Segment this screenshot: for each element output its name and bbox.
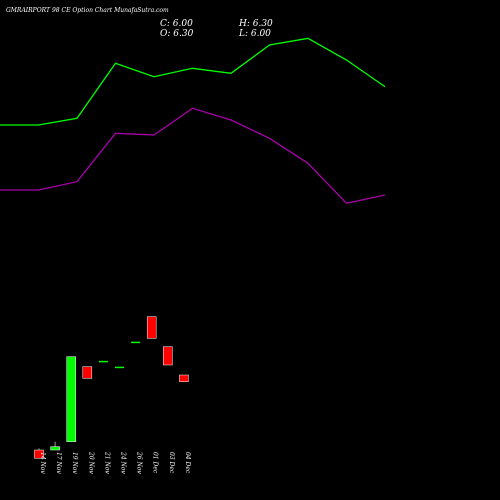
date-tick-label: 20 Nov	[87, 451, 94, 474]
indicator-line-1	[0, 37, 386, 126]
candle-body	[115, 366, 124, 369]
indicator-line-2	[0, 107, 386, 205]
date-tick-label: 24 Nov	[120, 451, 127, 474]
date-tick-label: 04 Dec	[184, 452, 191, 474]
open-value: O: 6.30	[160, 29, 194, 39]
candle-body	[131, 341, 141, 344]
close-value: C: 6.00	[160, 19, 193, 29]
candle-body	[179, 374, 189, 382]
date-tick-label: 14 Nov	[39, 452, 46, 474]
date-tick-label: 19 Nov	[71, 452, 78, 474]
date-tick-label: 26 Nov	[136, 451, 143, 474]
date-tick-label: 03 Dec	[168, 452, 175, 474]
candle-body	[146, 316, 157, 339]
low-value: L: 6.00	[239, 29, 271, 39]
chart-title: GMRAIRPORT 98 CE Option Chart MunafaSutr…	[6, 7, 169, 14]
date-tick-label: 17 Nov	[55, 452, 62, 474]
candle-body	[34, 449, 44, 459]
candle-body	[66, 356, 76, 442]
candle-body	[98, 360, 108, 363]
date-tick-label: 01 Dec	[152, 452, 159, 474]
candle-body	[163, 346, 173, 366]
high-value: H: 6.30	[239, 19, 273, 29]
candle-body	[82, 366, 93, 379]
candle-body	[50, 446, 60, 451]
date-tick-label: 21 Nov	[103, 451, 110, 474]
